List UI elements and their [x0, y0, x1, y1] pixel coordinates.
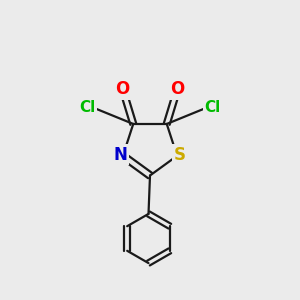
Text: N: N — [114, 146, 128, 164]
Text: Cl: Cl — [205, 100, 221, 115]
Text: Cl: Cl — [79, 100, 95, 115]
Text: O: O — [170, 80, 184, 98]
Text: S: S — [173, 146, 185, 164]
Text: O: O — [116, 80, 130, 98]
